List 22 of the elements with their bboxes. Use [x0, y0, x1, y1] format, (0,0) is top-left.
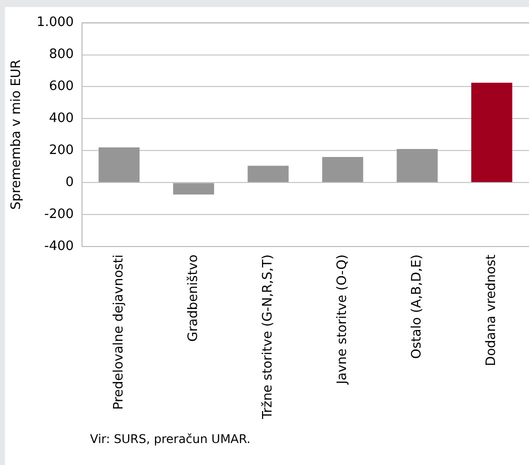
- x-tick-label: Tržne storitve (G-N,R,S,T): [260, 254, 276, 420]
- y-tick-label: 0: [66, 174, 74, 190]
- x-tick-label: Predelovalne dejavnosti: [111, 254, 126, 410]
- bar: [248, 166, 289, 182]
- bar: [98, 147, 140, 182]
- x-tick-label: Dodana vrednost: [484, 254, 500, 366]
- y-tick-label: 600: [48, 79, 74, 94]
- y-tick-label: -200: [44, 206, 74, 222]
- y-tick-label: -400: [44, 238, 74, 254]
- y-tick-label: 400: [48, 111, 74, 126]
- x-tick-label: Ostalo (A,B,D,E): [410, 254, 425, 359]
- bar: [471, 82, 512, 182]
- bar: [396, 149, 438, 182]
- bar: [173, 183, 214, 195]
- y-tick-label: 1.000: [36, 15, 74, 30]
- y-tick-label: 200: [48, 142, 74, 158]
- x-tick-label: Gradbeništvo: [186, 254, 201, 342]
- text: Vir: SURS, preračun UMAR.: [90, 432, 250, 446]
- x-tick-label: Javne storitve (O-Q): [335, 254, 350, 386]
- y-tick-label: 800: [48, 47, 74, 62]
- bar: [322, 157, 364, 182]
- y-axis-title: Sprememba v mio EUR: [9, 60, 24, 210]
